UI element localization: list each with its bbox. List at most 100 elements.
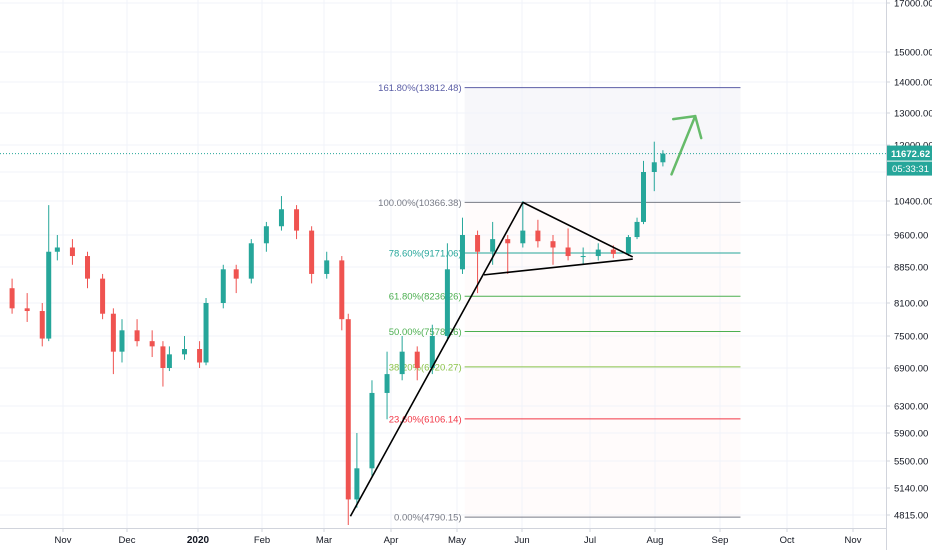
candle xyxy=(309,226,315,284)
rising-trendline xyxy=(349,202,524,517)
x-tick-label: Nov xyxy=(55,535,72,546)
drawings xyxy=(0,114,886,517)
candle xyxy=(444,243,450,342)
candle-body xyxy=(203,303,209,363)
candle-body xyxy=(100,278,106,314)
candle-body xyxy=(595,249,601,257)
arrow-head xyxy=(671,114,703,140)
candle xyxy=(414,346,420,381)
candle xyxy=(85,251,91,289)
candle xyxy=(54,235,60,261)
candle-body xyxy=(384,374,390,393)
candle xyxy=(399,336,405,381)
candle xyxy=(595,243,601,261)
x-tick-label: 2020 xyxy=(187,535,210,546)
fib-zone-layer xyxy=(464,87,741,517)
candle-body xyxy=(339,260,345,320)
y-tick-label: 6900.00 xyxy=(894,364,928,375)
candle-body xyxy=(294,209,300,231)
candle-body xyxy=(475,235,481,252)
candle-body xyxy=(24,308,30,312)
candle xyxy=(345,313,351,525)
candle-body xyxy=(490,239,496,252)
fib-zone-lower xyxy=(465,202,741,517)
candle xyxy=(294,205,300,240)
grid-layer xyxy=(0,0,886,528)
candle xyxy=(625,235,631,257)
x-tick-label: Mar xyxy=(316,535,332,546)
candle-body xyxy=(248,243,254,279)
candle-body xyxy=(634,221,640,238)
candle xyxy=(520,201,526,248)
y-tick-label: 5500.00 xyxy=(894,457,928,468)
candle-body xyxy=(85,256,91,279)
candle xyxy=(459,217,465,274)
candle xyxy=(9,278,15,314)
candle-body xyxy=(369,392,375,469)
candle xyxy=(233,264,239,294)
y-tick-label: 5900.00 xyxy=(894,429,928,440)
candlesticks xyxy=(9,141,666,525)
candle-body xyxy=(414,351,420,368)
candle xyxy=(203,298,209,366)
x-tick-label: Sep xyxy=(712,535,729,546)
countdown-badge xyxy=(887,161,932,176)
candle-body xyxy=(641,172,646,222)
candle-body xyxy=(110,313,116,352)
candle xyxy=(651,141,657,192)
candle-body xyxy=(263,226,269,244)
candle xyxy=(324,251,330,279)
candle-body xyxy=(535,230,541,242)
candle xyxy=(181,336,187,360)
y-tick-label: 13000.00 xyxy=(894,109,932,120)
fib-level-label: 100.00%(10366.38) xyxy=(378,198,461,209)
candle-body xyxy=(233,269,239,279)
candle-body xyxy=(324,260,330,274)
x-tick-label: Jun xyxy=(514,535,529,546)
candle-body xyxy=(278,209,284,227)
candle-body xyxy=(459,235,465,270)
candle xyxy=(197,341,203,368)
y-tick-label: 9600.00 xyxy=(894,231,928,242)
candle-body xyxy=(429,336,435,368)
y-tick-label: 10400.00 xyxy=(894,197,932,208)
candle xyxy=(278,196,284,231)
candle-body xyxy=(69,247,75,257)
candle-body xyxy=(134,330,140,342)
candle xyxy=(149,330,155,358)
candle xyxy=(119,319,125,363)
candle-body xyxy=(54,247,60,252)
candle xyxy=(24,293,30,322)
x-tick-label: Aug xyxy=(647,535,664,546)
candle xyxy=(535,219,541,248)
time-axis-background xyxy=(0,528,886,550)
x-tick-label: May xyxy=(448,535,466,546)
x-tick-label: Feb xyxy=(254,535,270,546)
fib-level-label: 61.80%(8236.26) xyxy=(389,292,462,303)
candle-body xyxy=(550,241,556,248)
fib-level-label: 38.20%(6920.27) xyxy=(389,362,462,373)
candle-body xyxy=(399,351,405,375)
candle xyxy=(110,308,116,375)
fib-level-label: 23.60%(6106.14) xyxy=(389,414,462,425)
candle-body xyxy=(46,251,52,339)
x-tick-label: Dec xyxy=(119,535,136,546)
last-price-badge xyxy=(887,145,932,161)
candle xyxy=(263,221,269,252)
candle-body xyxy=(160,346,166,368)
projection-arrow xyxy=(670,114,703,176)
fib-level-label: 0.00%(4790.15) xyxy=(394,513,462,524)
countdown-label: 05:33:31 xyxy=(892,164,929,175)
candle-body xyxy=(220,269,226,303)
fib-level-label: 50.00%(7578.26) xyxy=(389,327,462,338)
y-tick-label: 14000.00 xyxy=(894,78,932,89)
candle xyxy=(134,319,140,347)
x-tick-label: Nov xyxy=(845,535,862,546)
x-tick-label: Jul xyxy=(584,535,596,546)
candle-body xyxy=(444,269,450,336)
y-tick-label: 17000.00 xyxy=(894,0,932,10)
candle xyxy=(580,247,586,265)
candle xyxy=(339,256,345,331)
